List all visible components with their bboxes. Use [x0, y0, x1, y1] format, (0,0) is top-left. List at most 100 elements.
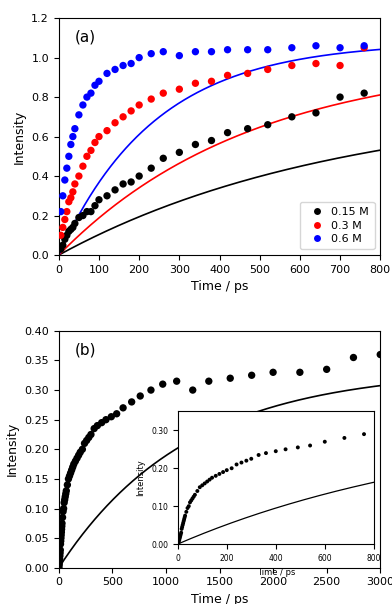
Point	[80, 161, 86, 171]
Point	[72, 456, 78, 466]
Point	[176, 85, 182, 94]
Point	[70, 132, 76, 141]
Point	[96, 77, 102, 86]
Point	[69, 465, 75, 475]
Point	[84, 92, 90, 102]
Point	[96, 195, 102, 205]
Point	[60, 191, 66, 201]
Point	[66, 152, 72, 161]
Point	[249, 370, 255, 380]
Point	[265, 65, 271, 74]
Point	[350, 353, 357, 362]
Point	[68, 193, 74, 202]
Point	[265, 45, 271, 54]
Text: (a): (a)	[75, 30, 96, 45]
Point	[60, 513, 66, 522]
Point	[84, 207, 90, 216]
Point	[137, 391, 143, 401]
Point	[128, 106, 134, 116]
Point	[88, 88, 94, 98]
Point	[160, 47, 166, 57]
Point	[63, 486, 69, 496]
Point	[120, 403, 126, 413]
Point	[84, 152, 90, 161]
Point	[208, 77, 214, 86]
Point	[227, 373, 233, 383]
Text: (b): (b)	[75, 342, 96, 358]
Point	[174, 376, 180, 386]
Point	[92, 80, 98, 90]
Point	[86, 432, 92, 442]
Point	[58, 527, 65, 537]
Point	[313, 108, 319, 118]
Point	[270, 367, 276, 377]
Point	[92, 201, 98, 211]
Point	[62, 495, 68, 504]
Point	[361, 88, 367, 98]
Point	[297, 367, 303, 377]
Point	[120, 60, 126, 70]
Point	[104, 191, 110, 201]
Point	[160, 153, 166, 163]
Point	[57, 551, 63, 561]
Point	[72, 179, 78, 189]
Point	[82, 439, 88, 448]
Point	[77, 448, 83, 457]
Point	[361, 43, 367, 53]
Point	[63, 489, 69, 498]
Point	[176, 51, 182, 60]
Point	[98, 418, 105, 428]
Point	[76, 213, 82, 222]
Point	[160, 88, 166, 98]
Point	[88, 146, 94, 155]
Point	[94, 421, 100, 431]
Point	[61, 498, 67, 507]
Point	[56, 563, 62, 573]
Point	[148, 94, 154, 104]
Point	[62, 175, 68, 185]
Point	[58, 530, 64, 540]
Point	[148, 385, 154, 395]
Point	[88, 429, 94, 439]
X-axis label: Time / ps: Time / ps	[191, 280, 248, 294]
Y-axis label: Intensity: Intensity	[6, 422, 19, 477]
Point	[76, 110, 82, 120]
Point	[79, 445, 85, 454]
Point	[120, 179, 126, 189]
Point	[206, 376, 212, 386]
Point	[56, 554, 63, 564]
Y-axis label: Intensity: Intensity	[13, 109, 26, 164]
Point	[62, 234, 68, 244]
Point	[245, 45, 251, 54]
Point	[56, 557, 63, 567]
Point	[57, 539, 64, 549]
Point	[96, 132, 102, 141]
Point	[92, 138, 98, 147]
Point	[58, 536, 64, 546]
Point	[71, 459, 77, 469]
Point	[377, 350, 383, 359]
Point	[58, 231, 64, 240]
Point	[245, 69, 251, 79]
Point	[114, 409, 120, 419]
Point	[289, 60, 295, 70]
Point	[80, 211, 86, 220]
Point	[224, 128, 230, 138]
Point	[148, 163, 154, 173]
Point	[108, 412, 114, 422]
Point	[72, 124, 78, 133]
Point	[70, 222, 76, 232]
Point	[57, 545, 64, 555]
Point	[361, 41, 367, 51]
Point	[104, 126, 110, 135]
Point	[58, 244, 64, 254]
Point	[66, 226, 72, 236]
Point	[128, 177, 134, 187]
Legend: 0.15 M, 0.3 M, 0.6 M: 0.15 M, 0.3 M, 0.6 M	[300, 202, 375, 249]
Point	[120, 112, 126, 121]
Point	[176, 147, 182, 157]
Point	[70, 187, 76, 197]
Point	[64, 207, 70, 216]
Point	[323, 364, 330, 374]
Point	[289, 43, 295, 53]
